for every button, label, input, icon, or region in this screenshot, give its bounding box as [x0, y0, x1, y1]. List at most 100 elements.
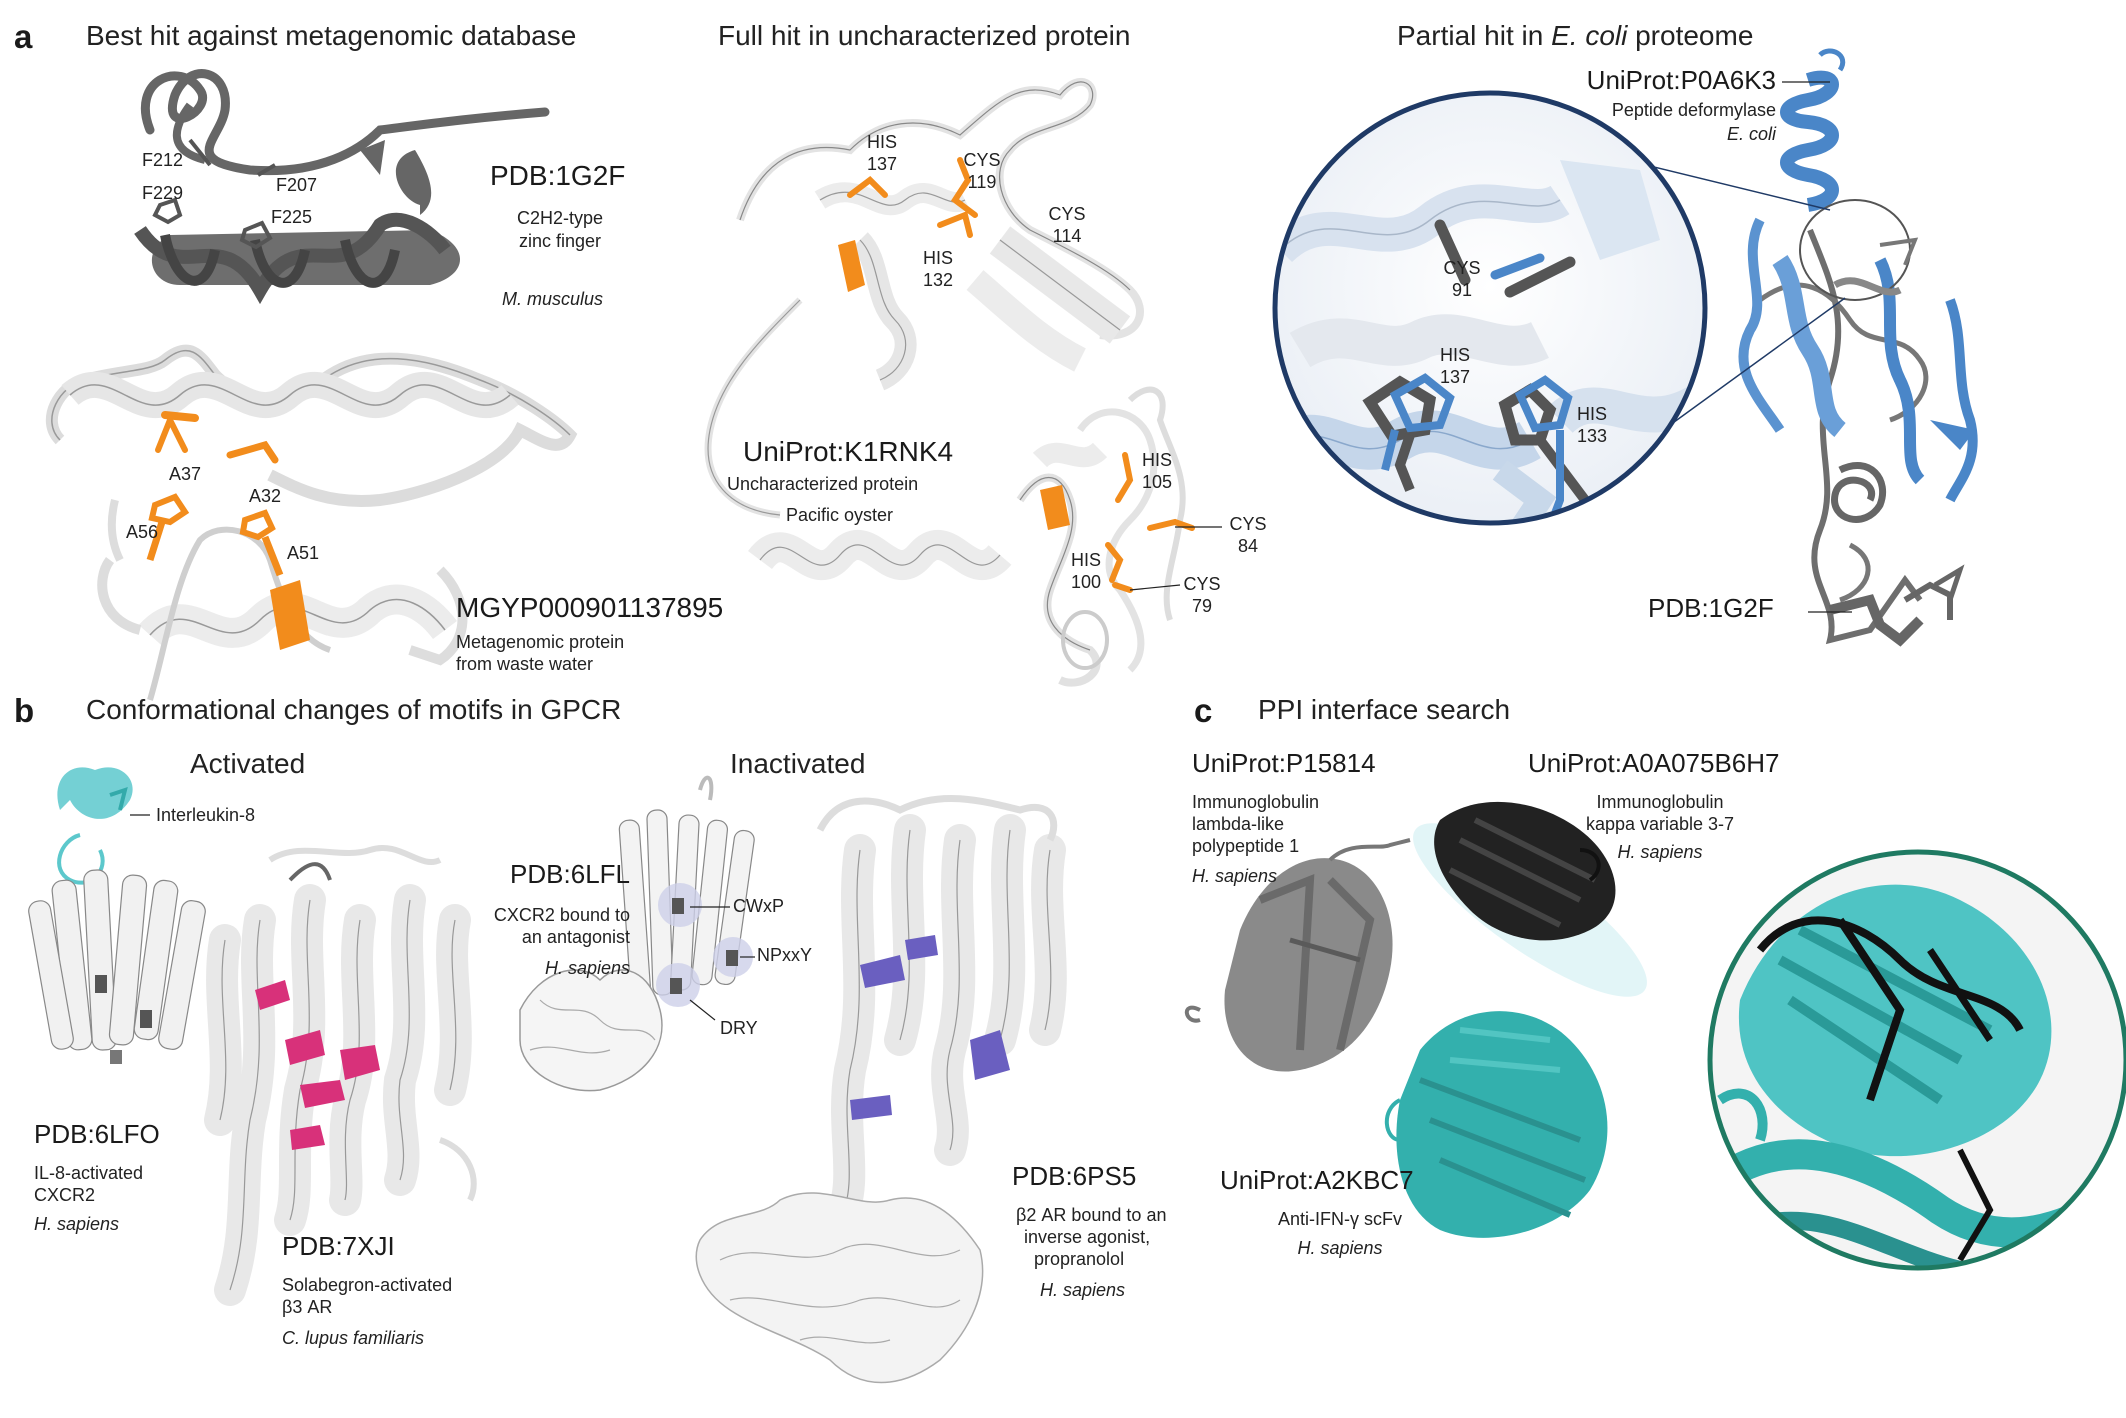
panel-a-col3-title-suffix: proteome: [1627, 20, 1754, 51]
residue-f207: F207: [276, 175, 318, 195]
structure-a2kbc7-id: UniProt:A2KBC7: [1220, 1165, 1414, 1195]
residue-cys79-num: 79: [1191, 596, 1213, 616]
panel-a-col3-title: Partial hit in E. coli proteome: [1397, 20, 1753, 52]
structure-p0a6k3-id: UniProt:P0A6K3: [1586, 65, 1776, 95]
residue-cys119-num: 119: [967, 172, 997, 192]
residue-f229: F229: [142, 183, 184, 203]
structure-a0a075b6h7-species: H. sapiens: [1617, 842, 1703, 862]
residue-a37: A37: [169, 464, 202, 484]
zoom-inset-c: [1707, 849, 2126, 1271]
residue-his105-num: 105: [1141, 472, 1173, 492]
structure-1g2f-desc-1: C2H2-type: [516, 208, 604, 228]
structure-6lfo-id: PDB:6LFO: [34, 1119, 160, 1149]
structure-6ps5-id: PDB:6PS5: [1012, 1161, 1137, 1191]
structure-6ps5-species: H. sapiens: [1040, 1280, 1126, 1300]
structure-7xji-desc-2: β3 AR: [282, 1297, 333, 1317]
panel-a-col3-title-italic: E. coli: [1551, 20, 1628, 51]
structure-6lfl-id: PDB:6LFL: [510, 859, 630, 889]
residue-his100-name: HIS: [1070, 550, 1101, 570]
structure-6lfo-desc-1: IL-8-activated: [34, 1163, 144, 1183]
structure-mgyp-id: MGYP000901137895: [456, 592, 724, 623]
panel-a-letter: a: [14, 18, 33, 55]
structure-p15814: [1184, 838, 1411, 1072]
residue-f225: F225: [271, 207, 313, 227]
structure-1g2f-superposed-id: PDB:1G2F: [1648, 593, 1774, 623]
structure-k1rnk4: [704, 78, 1222, 687]
ligand-label-interleukin-8: Interleukin-8: [156, 805, 256, 825]
structure-6ps5: [695, 794, 1067, 1384]
structure-7xji-desc-1: Solabegron-activated: [282, 1275, 453, 1295]
structure-6lfl-desc-2: an antagonist: [521, 927, 630, 947]
structure-1g2f-zinc-finger: [134, 69, 550, 305]
zoom-residue-his133-num: 133: [1576, 426, 1608, 446]
residue-a51: A51: [287, 543, 320, 563]
structure-6lfl-species: H. sapiens: [544, 958, 630, 978]
structure-p0a6k3-desc: Peptide deformylase: [1611, 100, 1776, 120]
residue-cys84-num: 84: [1237, 536, 1259, 556]
structure-6lfl-desc-1: CXCR2 bound to: [493, 905, 630, 925]
structure-1g2f-species: M. musculus: [502, 289, 604, 309]
structure-6ps5-desc-3: propranolol: [1034, 1249, 1125, 1269]
panel-b-activated-header: Activated: [190, 748, 306, 779]
structure-p15814-desc-1: Immunoglobulin: [1192, 792, 1320, 812]
residue-his137-name: HIS: [866, 132, 897, 152]
panel-a-col2-title: Full hit in uncharacterized protein: [718, 20, 1131, 51]
motif-npxxy: NPxxY: [757, 945, 813, 965]
structure-6ps5-desc-1: β2 AR bound to an: [1016, 1205, 1167, 1225]
structure-p15814-species: H. sapiens: [1192, 866, 1278, 886]
structure-a0a075b6h7: [1413, 801, 1647, 997]
zoom-residue-his137-name: HIS: [1439, 345, 1470, 365]
panel-b-title: Conformational changes of motifs in GPCR: [86, 694, 622, 725]
residue-his132-num: 132: [922, 270, 954, 290]
residue-his100-num: 100: [1070, 572, 1102, 592]
panel-a-col1-title: Best hit against metagenomic database: [86, 20, 577, 51]
structure-7xji-id: PDB:7XJI: [282, 1231, 395, 1261]
structure-p15814-desc-3: polypeptide 1: [1192, 836, 1300, 856]
zoom-inset-a: [1272, 90, 1708, 526]
structure-a0a075b6h7-desc-2: kappa variable 3-7: [1585, 814, 1735, 834]
structure-k1rnk4-id: UniProt:K1RNK4: [743, 436, 954, 467]
residue-cys79-name: CYS: [1183, 574, 1221, 594]
structure-a2kbc7: [1384, 1011, 1608, 1238]
residue-his137-num: 137: [866, 154, 898, 174]
structure-7xji: [204, 845, 477, 1306]
structure-6ps5-desc-2: inverse agonist,: [1024, 1227, 1151, 1247]
residue-cys114-num: 114: [1052, 226, 1082, 246]
zoom-residue-cys91-num: 91: [1451, 280, 1473, 300]
structure-1g2f-id: PDB:1G2F: [490, 160, 626, 191]
structure-superposition-p0a6k3-1g2f: [1604, 48, 1978, 647]
structure-mgyp-desc-2: from waste water: [456, 654, 594, 674]
residue-cys84-name: CYS: [1229, 514, 1267, 534]
structure-a0a075b6h7-desc-1: Immunoglobulin: [1596, 792, 1724, 812]
structure-6lfo-species: H. sapiens: [34, 1214, 120, 1234]
residue-f212: F212: [142, 150, 184, 170]
panel-b-letter: b: [14, 692, 35, 729]
structure-6lfl: [519, 775, 755, 1092]
structure-6lfo: [28, 767, 206, 1064]
structure-7xji-species: C. lupus familiaris: [282, 1328, 425, 1348]
zoom-residue-cys91-name: CYS: [1443, 258, 1481, 278]
residue-cys119-name: CYS: [963, 150, 1001, 170]
structure-1g2f-desc-2: zinc finger: [518, 231, 602, 251]
motif-cwxp: CWxP: [733, 896, 784, 916]
structure-a2kbc7-species: H. sapiens: [1297, 1238, 1383, 1258]
structure-mgyp-desc-1: Metagenomic protein: [456, 632, 625, 652]
structure-a0a075b6h7-id: UniProt:A0A075B6H7: [1528, 748, 1780, 778]
panel-b-inactivated-header: Inactivated: [730, 748, 866, 779]
structure-p15814-desc-2: lambda-like: [1192, 814, 1285, 834]
panel-a-col3-title-prefix: Partial hit in: [1397, 20, 1552, 51]
structure-k1rnk4-species: Pacific oyster: [786, 505, 894, 525]
structure-k1rnk4-desc: Uncharacterized protein: [727, 474, 919, 494]
residue-a56: A56: [126, 522, 159, 542]
residue-cys114-name: CYS: [1048, 204, 1086, 224]
residue-a32: A32: [249, 486, 282, 506]
residue-his132-name: HIS: [922, 248, 953, 268]
structure-a2kbc7-desc: Anti-IFN-γ scFv: [1278, 1209, 1402, 1229]
panel-c-title: PPI interface search: [1258, 694, 1511, 725]
panel-c-letter: c: [1194, 692, 1213, 729]
residue-his105-name: HIS: [1141, 450, 1172, 470]
zoom-residue-his137-num: 137: [1439, 367, 1471, 387]
structure-p0a6k3-species: E. coli: [1726, 124, 1776, 144]
